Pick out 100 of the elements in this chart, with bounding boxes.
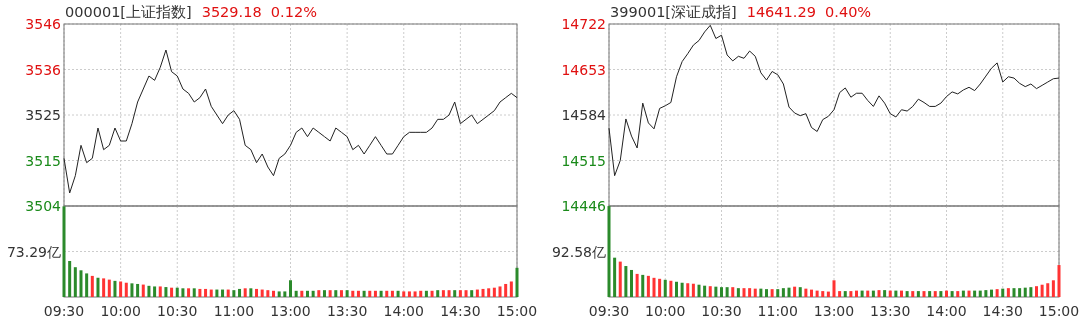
bar [158,286,162,297]
bar [618,261,622,297]
bar [232,290,236,297]
bar [407,291,411,297]
y-tick-label: 3525 [25,107,61,123]
bar [866,290,870,297]
bar [68,260,72,297]
bar [243,288,247,297]
x-tick-label: 09:30 [43,303,85,319]
bar [470,290,474,297]
x-tick-label: 13:00 [270,303,311,319]
bar [119,281,123,297]
bar [498,286,502,297]
bar [475,289,479,297]
bar [436,290,440,297]
bar [877,290,881,297]
x-tick-label: 14:00 [926,303,967,319]
bar [821,291,825,297]
bar [1006,288,1010,297]
bar [787,287,791,297]
bar [305,290,309,297]
x-tick-label: 15:00 [1038,303,1080,319]
y-tick-label: 73.29亿 [6,243,61,260]
bar [911,291,915,297]
bar [266,290,270,297]
bar [905,291,909,297]
bar [289,280,292,297]
bar [855,290,858,297]
bar [124,282,128,297]
bar [345,290,349,297]
bar [385,290,389,297]
bar [164,287,168,297]
bar [826,291,830,297]
bar [691,283,695,297]
x-tick-label: 14:30 [982,303,1023,319]
bar [804,288,808,297]
bar [255,288,259,297]
bar [373,290,377,297]
bar [956,291,960,297]
bar [798,287,802,297]
bar [453,290,457,297]
bar [945,290,948,297]
bar [238,288,242,297]
bar [368,290,372,297]
bar [209,289,213,297]
x-tick-label: 13:30 [326,303,368,319]
bar [781,288,785,297]
bar [424,290,428,297]
bar [708,286,712,297]
bar [175,287,179,297]
bar [810,289,813,297]
bar [492,287,496,297]
bar [663,279,667,297]
bar [703,285,707,297]
bar [102,278,106,297]
bar [933,291,937,297]
bar [277,291,281,297]
bar [849,291,853,297]
bar [630,269,633,297]
bar [141,284,145,297]
bar [328,290,332,297]
bar [464,290,468,297]
x-tick-label: 09:30 [588,303,630,319]
bar [396,290,400,297]
bar [832,280,836,297]
bar [984,290,988,297]
x-tick-label: 10:00 [100,303,141,319]
bar [356,290,360,297]
bar [748,288,752,297]
bar [249,288,253,297]
chart-title: 399001[深证成指] [610,4,737,20]
bar [990,289,993,297]
bar [339,290,343,297]
chart-subtitle: 3529.18 0.12% [201,4,317,20]
bar [294,290,298,297]
bar [894,290,898,297]
x-tick-label: 11:00 [757,303,798,319]
bar [322,290,326,297]
bar [107,279,111,297]
bar [793,286,797,297]
bar [221,289,225,297]
bar [181,288,185,297]
bar [509,281,513,297]
x-tick-label: 14:30 [440,303,481,319]
bar [883,290,887,297]
x-tick-label: 13:30 [870,303,911,319]
chart-title: 000001[上证指数] [65,4,192,20]
bar [136,283,140,297]
line-series [63,49,518,194]
bar [487,288,491,297]
bar [147,285,151,297]
bar [362,290,366,297]
bar [624,266,628,297]
bar [922,291,926,297]
bar [995,289,999,297]
bar [458,290,462,297]
bar [888,290,892,297]
x-tick-label: 10:00 [645,303,686,319]
bar [170,287,174,297]
bar [1029,287,1033,297]
